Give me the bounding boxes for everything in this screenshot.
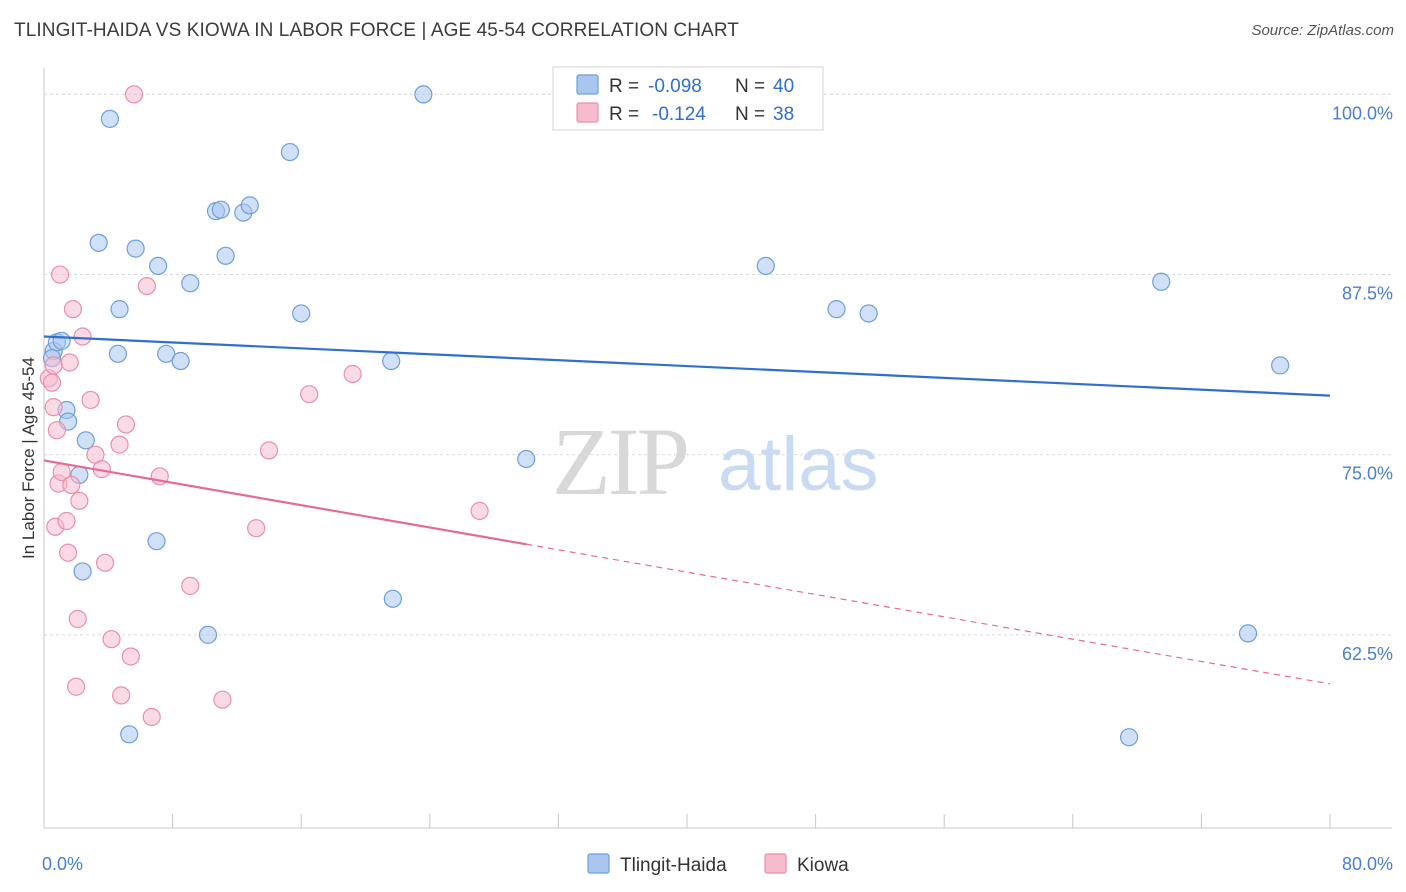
point-tlingit	[414, 85, 433, 104]
point-kiowa	[343, 364, 362, 384]
point-kiowa	[95, 553, 115, 572]
y-tick-label: 62.5%	[1342, 644, 1393, 664]
top-legend: R = -0.098 N = 40 R = -0.124 N = 38	[552, 66, 824, 131]
point-kiowa	[102, 630, 121, 649]
point-kiowa	[112, 686, 131, 705]
point-tlingit	[73, 562, 92, 581]
point-tlingit	[110, 300, 129, 319]
point-tlingit	[827, 300, 846, 319]
point-kiowa	[124, 85, 144, 104]
legend-n-label-tlingit: N =	[735, 76, 765, 97]
point-kiowa	[42, 373, 62, 392]
point-kiowa	[59, 543, 78, 562]
legend-n-value-tlingit: 40	[773, 76, 794, 97]
point-kiowa	[50, 265, 70, 284]
point-tlingit	[1238, 624, 1258, 643]
point-tlingit	[216, 246, 235, 265]
point-kiowa	[44, 398, 63, 417]
point-tlingit	[292, 304, 311, 323]
trendline-kiowa	[43, 459, 527, 546]
point-tlingit	[108, 344, 128, 363]
point-tlingit	[157, 344, 176, 363]
point-tlingit	[859, 304, 878, 323]
point-tlingit	[76, 431, 95, 450]
legend-swatch-tlingit	[576, 74, 599, 95]
bottom-legend-label-tlingit: Tlingit-Haida	[620, 855, 727, 876]
watermark-zip: ZIP	[552, 408, 687, 515]
point-tlingit	[52, 331, 71, 350]
point-kiowa	[47, 421, 66, 440]
chart-source: Source: ZipAtlas.com	[1251, 22, 1394, 39]
legend-r-value-tlingit: -0.098	[648, 76, 702, 97]
point-kiowa	[247, 519, 266, 538]
point-kiowa	[470, 501, 489, 521]
point-kiowa	[57, 511, 76, 531]
watermark-atlas: atlas	[718, 422, 879, 507]
x-tick-label-max: 80.0%	[1342, 854, 1393, 874]
y-tick-label: 87.5%	[1342, 284, 1393, 304]
points-layer	[39, 85, 1290, 747]
bottom-legend-label-kiowa: Kiowa	[797, 855, 849, 876]
point-tlingit	[1119, 728, 1139, 747]
point-tlingit	[171, 351, 190, 371]
point-kiowa	[67, 677, 86, 696]
point-tlingit	[120, 725, 139, 744]
point-kiowa	[181, 576, 200, 595]
bottom-legend: Tlingit-Haida Kiowa	[587, 853, 849, 876]
chart-title: TLINGIT-HAIDA VS KIOWA IN LABOR FORCE | …	[14, 20, 739, 41]
trendline-kiowa-extrapolated	[526, 543, 1331, 685]
point-kiowa	[300, 385, 319, 404]
point-tlingit	[147, 532, 166, 551]
point-tlingit	[198, 625, 218, 644]
legend-swatch-kiowa	[576, 102, 599, 123]
watermark: ZIP atlas	[552, 408, 879, 515]
legend-n-value-kiowa: 38	[773, 104, 794, 125]
legend-r-label-kiowa: R =	[609, 104, 639, 125]
point-kiowa	[81, 390, 100, 410]
point-tlingit	[149, 256, 168, 276]
trendline-tlingit	[43, 335, 1331, 397]
point-tlingit	[517, 449, 536, 469]
legend-r-value-kiowa: -0.124	[652, 104, 706, 125]
bottom-legend-swatch-tlingit	[587, 853, 610, 874]
y-tick-label: 100.0%	[1332, 103, 1393, 123]
point-tlingit	[1152, 272, 1171, 291]
point-tlingit	[280, 142, 300, 162]
point-kiowa	[73, 327, 92, 346]
point-kiowa	[116, 415, 136, 434]
legend-n-label-kiowa: N =	[735, 104, 765, 125]
point-tlingit	[126, 239, 145, 258]
point-kiowa	[121, 647, 140, 666]
point-tlingit	[382, 351, 401, 371]
point-tlingit	[756, 256, 775, 276]
y-axis-label: In Labor Force | Age 45-54	[19, 357, 38, 559]
point-kiowa	[44, 356, 63, 375]
legend-r-label-tlingit: R =	[609, 76, 639, 97]
point-kiowa	[60, 353, 79, 372]
point-kiowa	[142, 707, 161, 727]
point-tlingit	[1271, 356, 1290, 375]
x-tick-label-min: 0.0%	[42, 854, 83, 874]
point-tlingit	[383, 589, 402, 608]
point-kiowa	[110, 435, 129, 454]
point-kiowa	[63, 300, 83, 319]
point-kiowa	[70, 491, 89, 510]
point-kiowa	[62, 475, 81, 495]
bottom-legend-swatch-kiowa	[764, 853, 787, 874]
point-tlingit	[181, 274, 200, 293]
trend-layer	[43, 335, 1331, 685]
axis-layer: 62.5% 75.0% 87.5% 100.0% 0.0% 80.0%	[42, 68, 1393, 874]
point-kiowa	[68, 609, 87, 629]
point-tlingit	[89, 233, 108, 252]
point-tlingit	[240, 196, 259, 215]
point-kiowa	[259, 441, 279, 460]
point-kiowa	[137, 276, 156, 296]
point-tlingit	[100, 109, 120, 129]
grid-layer	[44, 93, 1392, 636]
point-kiowa	[213, 690, 232, 709]
point-tlingit	[211, 200, 230, 219]
y-tick-label: 75.0%	[1342, 464, 1393, 484]
